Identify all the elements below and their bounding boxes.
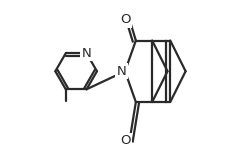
Text: N: N: [117, 65, 126, 78]
Text: O: O: [120, 134, 131, 147]
Text: O: O: [120, 13, 131, 26]
Text: N: N: [82, 47, 92, 60]
